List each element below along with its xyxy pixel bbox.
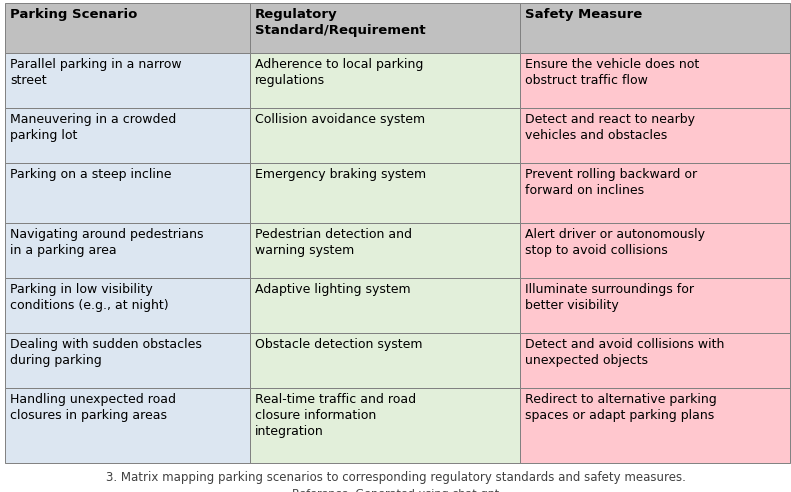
Bar <box>250 388 520 463</box>
Text: Parking Scenario: Parking Scenario <box>10 8 138 21</box>
Text: Collision avoidance system: Collision avoidance system <box>255 113 425 126</box>
Text: 3. Matrix mapping parking scenarios to corresponding regulatory standards and sa: 3. Matrix mapping parking scenarios to c… <box>105 471 686 484</box>
Bar <box>5 223 250 278</box>
Text: Emergency braking system: Emergency braking system <box>255 168 426 181</box>
Bar <box>520 278 790 333</box>
Bar <box>520 53 790 108</box>
Bar <box>250 53 520 108</box>
Bar <box>5 3 250 53</box>
Text: Adherence to local parking
regulations: Adherence to local parking regulations <box>255 58 423 87</box>
Text: Navigating around pedestrians
in a parking area: Navigating around pedestrians in a parki… <box>10 228 203 257</box>
Bar <box>520 3 790 53</box>
Text: Parking in low visibility
conditions (e.g., at night): Parking in low visibility conditions (e.… <box>10 283 168 312</box>
Bar <box>520 388 790 463</box>
Text: Prevent rolling backward or
forward on inclines: Prevent rolling backward or forward on i… <box>525 168 697 197</box>
Text: Illuminate surroundings for
better visibility: Illuminate surroundings for better visib… <box>525 283 694 312</box>
Text: Reference: Generated using chat-gpt: Reference: Generated using chat-gpt <box>292 489 499 492</box>
Text: Real-time traffic and road
closure information
integration: Real-time traffic and road closure infor… <box>255 393 416 438</box>
Bar <box>5 163 250 223</box>
Bar <box>250 163 520 223</box>
Text: Regulatory
Standard/Requirement: Regulatory Standard/Requirement <box>255 8 426 37</box>
Bar <box>5 388 250 463</box>
Bar <box>520 108 790 163</box>
Bar <box>520 333 790 388</box>
Text: Handling unexpected road
closures in parking areas: Handling unexpected road closures in par… <box>10 393 176 422</box>
Bar <box>250 3 520 53</box>
Text: Alert driver or autonomously
stop to avoid collisions: Alert driver or autonomously stop to avo… <box>525 228 705 257</box>
Text: Dealing with sudden obstacles
during parking: Dealing with sudden obstacles during par… <box>10 338 202 367</box>
Bar <box>250 278 520 333</box>
Bar <box>520 223 790 278</box>
Bar <box>5 333 250 388</box>
Text: Obstacle detection system: Obstacle detection system <box>255 338 422 351</box>
Bar <box>250 108 520 163</box>
Text: Safety Measure: Safety Measure <box>525 8 642 21</box>
Bar <box>5 278 250 333</box>
Bar <box>520 163 790 223</box>
Bar <box>250 223 520 278</box>
Text: Detect and avoid collisions with
unexpected objects: Detect and avoid collisions with unexpec… <box>525 338 725 367</box>
Text: Redirect to alternative parking
spaces or adapt parking plans: Redirect to alternative parking spaces o… <box>525 393 717 422</box>
Bar <box>5 108 250 163</box>
Text: Pedestrian detection and
warning system: Pedestrian detection and warning system <box>255 228 412 257</box>
Text: Ensure the vehicle does not
obstruct traffic flow: Ensure the vehicle does not obstruct tra… <box>525 58 699 87</box>
Text: Detect and react to nearby
vehicles and obstacles: Detect and react to nearby vehicles and … <box>525 113 695 142</box>
Text: Adaptive lighting system: Adaptive lighting system <box>255 283 411 296</box>
Bar <box>5 53 250 108</box>
Bar <box>250 333 520 388</box>
Text: Maneuvering in a crowded
parking lot: Maneuvering in a crowded parking lot <box>10 113 176 142</box>
Text: Parallel parking in a narrow
street: Parallel parking in a narrow street <box>10 58 182 87</box>
Text: Parking on a steep incline: Parking on a steep incline <box>10 168 172 181</box>
